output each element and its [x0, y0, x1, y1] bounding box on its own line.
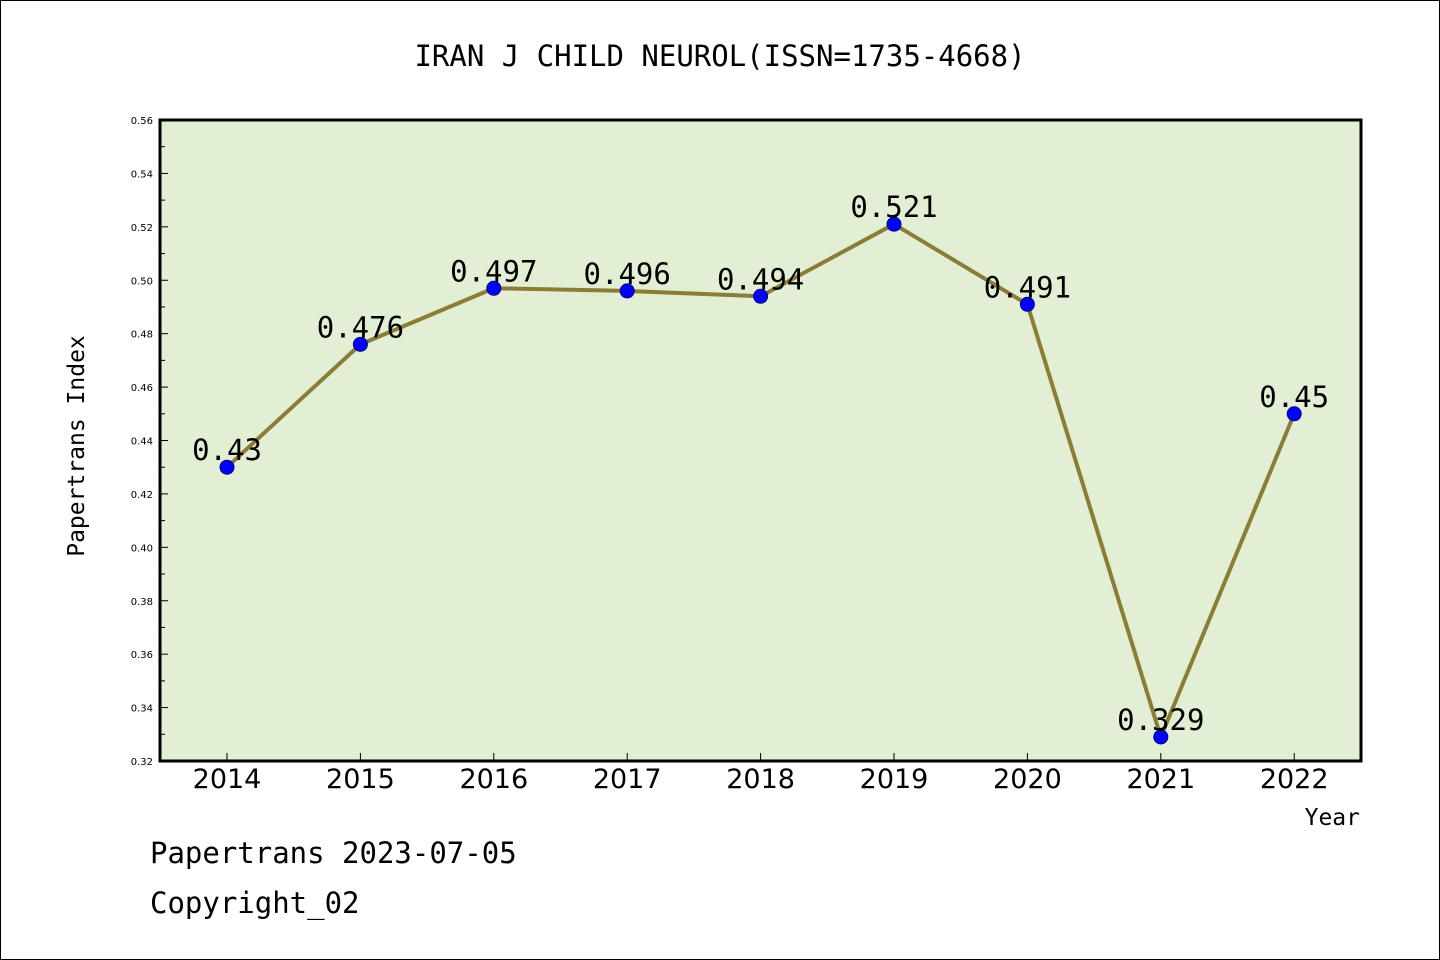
- x-tick-label: 2022: [1260, 764, 1329, 795]
- y-tick-label: 0.50: [131, 276, 153, 287]
- x-tick-label: 2014: [193, 764, 262, 795]
- y-tick-label: 0.46: [131, 383, 153, 394]
- x-tick-label: 2019: [860, 764, 929, 795]
- data-label: 0.476: [317, 310, 404, 344]
- data-label: 0.329: [1117, 703, 1204, 737]
- x-tick-label: 2016: [459, 764, 528, 795]
- data-point: [486, 280, 502, 296]
- data-label: 0.521: [850, 190, 937, 224]
- footer-copyright: Copyright_02: [150, 886, 360, 920]
- x-axis-ticks: 2014 2015 2016 2017 2018 2019 2020 2021 2022: [193, 753, 1329, 795]
- x-tick-label: 2021: [1126, 764, 1195, 795]
- data-point: [219, 459, 235, 475]
- y-tick-label: 0.42: [131, 490, 153, 501]
- data-point: [886, 216, 902, 232]
- data-point: [1286, 406, 1302, 422]
- y-tick-label: 0.34: [131, 704, 153, 715]
- data-point: [1153, 729, 1169, 745]
- x-tick-label: 2017: [593, 764, 662, 795]
- data-point: [753, 288, 769, 304]
- y-axis-label: Papertrans Index: [64, 335, 90, 557]
- y-tick-label: 0.32: [131, 757, 153, 768]
- data-label: 0.496: [584, 257, 671, 291]
- data-point: [352, 336, 368, 352]
- data-label: 0.497: [450, 254, 537, 288]
- y-axis-ticks: 0.32 0.34 0.36 0.38 0.40 0.42 0.44 0.46 0.48 0.50…: [131, 116, 168, 768]
- y-tick-label: 0.54: [131, 169, 153, 180]
- y-tick-label: 0.44: [131, 437, 153, 448]
- data-point: [619, 283, 635, 299]
- y-tick-label: 0.52: [131, 223, 153, 234]
- data-label: 0.43: [192, 433, 262, 467]
- y-tick-label: 0.36: [131, 650, 153, 661]
- data-label: 0.45: [1259, 380, 1329, 414]
- y-tick-label: 0.40: [131, 543, 153, 554]
- x-tick-label: 2018: [726, 764, 795, 795]
- y-tick-label: 0.38: [131, 597, 153, 608]
- x-axis-label: Year: [1305, 805, 1360, 831]
- x-tick-label: 2015: [326, 764, 395, 795]
- x-tick-label: 2020: [993, 764, 1062, 795]
- series-group: 0.43 0.476 0.497 0.496 0.494 0.521 0.491 0.329 0…: [192, 190, 1329, 745]
- y-tick-label: 0.48: [131, 330, 153, 341]
- data-label: 0.494: [717, 262, 804, 296]
- y-tick-label: 0.56: [131, 116, 153, 127]
- data-label: 0.491: [984, 270, 1071, 304]
- footer-date: Papertrans 2023-07-05: [150, 836, 517, 870]
- data-point: [1019, 296, 1035, 312]
- plot-area: [158, 118, 1363, 763]
- chart-title: IRAN J CHILD NEUROL(ISSN=1735-4668): [414, 39, 1025, 73]
